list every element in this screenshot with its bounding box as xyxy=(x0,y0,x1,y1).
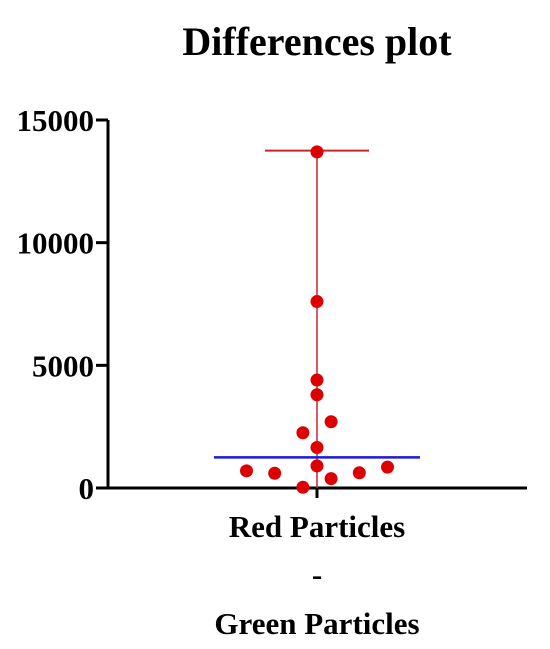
data-points xyxy=(240,145,394,494)
y-tick-label: 10000 xyxy=(17,226,95,261)
x-category-label-line: Red Particles xyxy=(229,509,405,544)
data-point xyxy=(296,480,310,494)
y-tick-label: 0 xyxy=(79,471,95,506)
data-point xyxy=(381,460,394,474)
data-point xyxy=(240,464,253,478)
y-axis-ticks: 0 5000 10000 15000 xyxy=(17,103,108,506)
data-point xyxy=(310,388,324,402)
x-category-label: Red Particles - Green Particles xyxy=(214,509,419,641)
x-category-label-line: Green Particles xyxy=(214,606,419,641)
data-point xyxy=(310,145,324,159)
chart-title: Differences plot xyxy=(182,19,452,64)
data-point xyxy=(310,295,324,309)
data-point xyxy=(310,373,324,387)
x-category-label-line: - xyxy=(312,557,322,592)
data-point xyxy=(352,466,366,480)
data-point xyxy=(310,459,324,473)
data-point xyxy=(310,441,324,455)
y-tick-label: 15000 xyxy=(17,103,95,138)
data-point xyxy=(268,466,282,480)
y-tick-label: 5000 xyxy=(32,348,94,383)
whisker xyxy=(265,149,369,488)
data-point xyxy=(324,415,338,429)
data-point xyxy=(324,472,338,486)
data-point xyxy=(296,426,310,440)
